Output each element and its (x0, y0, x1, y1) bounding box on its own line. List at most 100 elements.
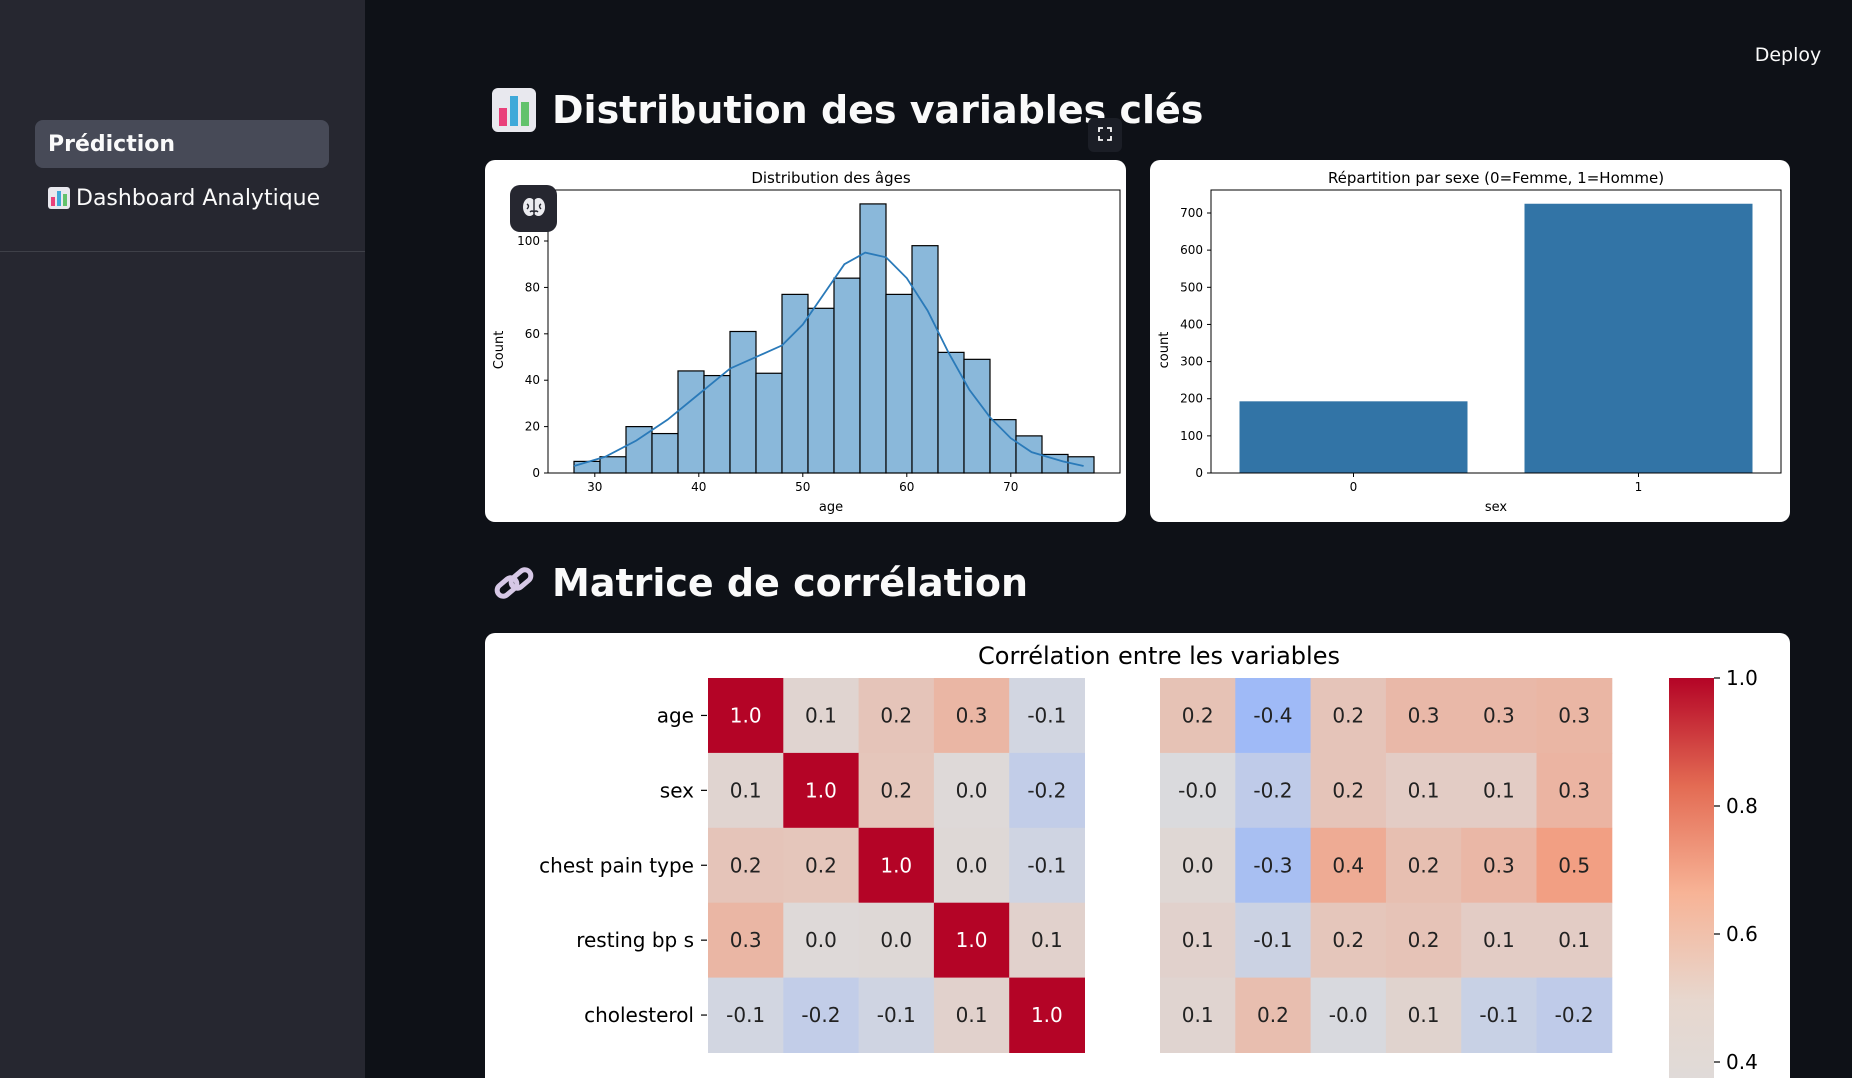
histogram-bar (859, 203, 887, 474)
heatmap-cell (933, 902, 1010, 979)
age-histogram-chart: Distribution des âges age Count 30 40 50 60… (492, 169, 1121, 515)
histogram-bar (989, 419, 1017, 474)
y-tick-label: 200 (1180, 392, 1203, 406)
heatmap-cell (708, 678, 784, 754)
heatmap-cell (1536, 678, 1613, 754)
x-tick-label: 40 (691, 480, 706, 494)
y-tick-label: 100 (517, 234, 540, 248)
cell-value: 0.4 (1332, 853, 1364, 877)
cell-value: 0.0 (956, 853, 988, 877)
sidebar-item-prediction[interactable]: Prédiction (35, 120, 329, 168)
bar (1524, 203, 1753, 474)
cell-value: -0.0 (1329, 1003, 1368, 1027)
cell-value: 0.2 (1408, 928, 1440, 952)
deploy-button[interactable]: Deploy (1754, 44, 1822, 66)
bar (1239, 401, 1468, 473)
histogram-bar (651, 432, 679, 474)
cell-value: 0.0 (1182, 853, 1214, 877)
heatmap-cell (1009, 902, 1085, 979)
histogram-bar (625, 426, 653, 474)
cell-value: 0.2 (1332, 778, 1364, 802)
row-label: cholesterol (584, 1003, 694, 1027)
y-axis-label: Count (492, 331, 507, 370)
heatmap-cell (708, 752, 784, 829)
heatmap-cell (1461, 977, 1537, 1053)
x-tick-label: 70 (1003, 480, 1018, 494)
x-tick-label: 1 (1635, 480, 1643, 494)
cell-value: 0.1 (1408, 778, 1440, 802)
heatmap-cell (708, 977, 784, 1053)
y-tick-label: 60 (525, 327, 540, 341)
cell-value: 0.2 (880, 778, 912, 802)
heatmap-cell (1160, 678, 1236, 754)
chart-title: Répartition par sexe (0=Femme, 1=Homme) (1328, 169, 1664, 187)
cell-value: -0.1 (877, 1003, 916, 1027)
y-tick-label: 400 (1180, 317, 1203, 331)
cell-value: 0.0 (880, 928, 912, 952)
colorbar-tick-label: 0.8 (1726, 794, 1758, 818)
sidebar-item-label: Prédiction (48, 131, 176, 157)
heatmap-cell (933, 678, 1010, 754)
heatmap-cell (1461, 678, 1537, 754)
y-axis-label: count (1157, 332, 1172, 369)
heatmap-cell (1461, 752, 1537, 829)
plot-frame (1210, 189, 1782, 474)
brain-button[interactable] (510, 185, 557, 232)
cell-value: 0.1 (1182, 928, 1214, 952)
section-title-correlation: Matrice de corrélation (492, 561, 1028, 605)
colorbar-tick-label: 0.4 (1726, 1050, 1758, 1074)
heatmap-cell (1385, 752, 1462, 829)
bar-chart-icon (48, 187, 70, 209)
fullscreen-button[interactable] (1088, 118, 1122, 152)
cell-value: -0.1 (1027, 853, 1066, 877)
heatmap-cell (858, 977, 935, 1053)
cell-value: 0.3 (956, 703, 988, 727)
cell-value: -0.2 (801, 1003, 840, 1027)
heatmap-cell (1385, 902, 1462, 979)
cell-value: -0.3 (1253, 853, 1292, 877)
histogram-bar (729, 330, 757, 474)
colorbar-tick-label: 1.0 (1726, 666, 1758, 690)
heatmap-cell (1009, 827, 1085, 904)
cell-value: 1.0 (730, 703, 762, 727)
heatmap-cell (933, 752, 1010, 829)
y-tick-label: 500 (1180, 280, 1203, 294)
heatmap-cell (1385, 977, 1462, 1053)
cell-value: 0.1 (1031, 928, 1063, 952)
heatmap-cell (1009, 752, 1085, 829)
heatmap-cell (1235, 977, 1312, 1053)
heatmap-cell (1160, 977, 1236, 1053)
colorbar-tick-label: 0.6 (1726, 922, 1758, 946)
cell-value: 1.0 (805, 778, 837, 802)
sidebar-item-label: Dashboard Analytique (76, 185, 321, 211)
chart-title: Distribution des âges (751, 169, 911, 187)
heatmap-cell (1310, 827, 1387, 904)
heatmap-cell (783, 902, 860, 979)
cell-value: 0.1 (1408, 1003, 1440, 1027)
heatmap-cell (1009, 977, 1085, 1053)
cell-value: 1.0 (956, 928, 988, 952)
heatmap-cell (1235, 827, 1312, 904)
histogram-bar (937, 351, 965, 474)
heatmap-cell (1235, 752, 1312, 829)
heatmap-cell (1310, 902, 1387, 979)
heatmap-cell (1385, 827, 1462, 904)
row-label: resting bp s (576, 928, 694, 952)
heatmap-cell (1536, 902, 1613, 979)
correlation-heatmap-card: Corrélation entre les variables age 1.0 0.… (485, 633, 1790, 1078)
y-tick-label: 40 (525, 373, 540, 387)
cell-value: 1.0 (880, 853, 912, 877)
chart-title: Corrélation entre les variables (978, 642, 1340, 670)
sidebar-item-dashboard[interactable]: Dashboard Analytique (35, 174, 329, 222)
heatmap-cell (1385, 678, 1462, 754)
brain-icon (522, 196, 546, 222)
histogram-bar (885, 293, 913, 474)
bar-chart-icon (492, 88, 536, 132)
heatmap-cell (783, 678, 860, 754)
histogram-bar (677, 370, 705, 474)
heatmap-cell (1536, 827, 1613, 904)
colorbar (1669, 678, 1714, 1078)
cell-value: 0.2 (1332, 928, 1364, 952)
cell-value: 0.1 (1483, 778, 1515, 802)
cell-value: 0.3 (1558, 703, 1590, 727)
